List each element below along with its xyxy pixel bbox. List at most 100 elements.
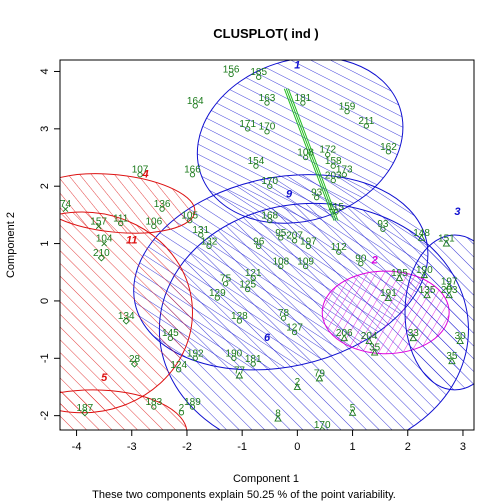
point-label: 124: [170, 360, 187, 371]
cluster-label-2: 2: [371, 255, 378, 267]
data-point: [333, 209, 339, 215]
data-point: [445, 282, 453, 290]
point-label: 173: [336, 165, 353, 176]
point-label: 203: [325, 170, 342, 181]
y-tick-label: 3: [39, 126, 51, 132]
point-label: 195: [391, 268, 408, 279]
data-point: [456, 337, 464, 345]
data-point: [228, 71, 234, 77]
y-tick-label: 1: [39, 241, 51, 247]
point-label: 181: [245, 354, 262, 365]
point-label: 157: [90, 216, 107, 227]
data-point: [264, 100, 270, 106]
point-label: 154: [248, 156, 265, 167]
point-label: 115: [328, 202, 344, 213]
point-label: 93: [311, 188, 323, 199]
x-tick-label: -4: [72, 441, 82, 453]
point-label: 168: [261, 211, 278, 222]
y-tick-label: -1: [39, 353, 51, 363]
cluster-connector: [285, 88, 337, 221]
data-point: [344, 108, 350, 115]
point-label: 204: [361, 331, 378, 342]
point-label: 96: [253, 236, 265, 247]
point-label: 189: [184, 397, 201, 408]
point-label: 134: [118, 311, 135, 322]
data-point: [315, 374, 324, 382]
data-point: [291, 329, 298, 336]
data-point: [250, 275, 256, 281]
data-point: [395, 274, 404, 281]
data-point: [97, 254, 106, 262]
chart-subtitle: These two components explain 50.25 % of …: [92, 489, 396, 501]
point-label: 93: [377, 219, 389, 230]
point-label: 127: [286, 322, 303, 333]
data-point: [302, 263, 309, 270]
data-point: [423, 291, 431, 299]
x-tick-label: 2: [405, 441, 411, 453]
point-label: 159: [339, 102, 356, 113]
x-tick-label: 1: [349, 441, 355, 453]
data-point: [253, 163, 259, 169]
point-label: 145: [162, 328, 179, 339]
data-point: [178, 410, 185, 416]
y-axis-label: Component 2: [5, 212, 17, 278]
point-label: 35: [446, 351, 458, 362]
point-label: 30: [455, 331, 467, 342]
cluster-label-11: 11: [126, 235, 137, 247]
data-point: [305, 243, 312, 250]
data-point: [151, 223, 157, 230]
point-label: 2: [295, 377, 301, 388]
point-label: 151: [438, 234, 455, 245]
point-label: 158: [325, 156, 342, 167]
data-point: [137, 172, 143, 178]
cluster-label-9: 9: [286, 189, 293, 201]
data-point: [330, 177, 336, 184]
data-point: [151, 404, 157, 410]
data-point: [198, 232, 204, 238]
y-tick-label: 4: [39, 68, 51, 74]
data-point: [417, 233, 426, 241]
cluster-ellipse-5: [60, 389, 188, 430]
point-label: 8: [275, 409, 281, 420]
point-label: 207: [286, 231, 303, 242]
point-label: 170: [259, 122, 276, 133]
cluster-ellipse-3: [404, 234, 474, 391]
x-axis: -4 -3 -2 -1 0 1 2 3: [72, 430, 466, 453]
point-label: 164: [187, 96, 204, 107]
point-label: 109: [297, 257, 314, 268]
x-tick-label: -3: [127, 441, 137, 453]
cluster-connector: [283, 88, 335, 221]
data-point: [267, 217, 273, 224]
data-point: [264, 129, 270, 135]
point-label: 170: [314, 420, 331, 431]
point-label: 197: [441, 277, 458, 288]
data-point: [445, 291, 453, 299]
data-point: [278, 263, 284, 270]
cluster-label-1: 1: [294, 60, 300, 72]
data-point: [122, 317, 130, 325]
data-point: [192, 355, 198, 361]
point-label: 129: [209, 288, 226, 299]
point-label: 79: [314, 368, 326, 379]
point-label: 148: [413, 228, 430, 239]
data-point: [293, 383, 302, 390]
data-point: [256, 243, 262, 250]
data-point: [385, 149, 392, 155]
point-label: 187: [76, 403, 93, 414]
data-point: [420, 271, 429, 279]
x-tick-label: 0: [294, 441, 300, 453]
point-label: 131: [192, 225, 209, 236]
data-point: [245, 126, 251, 132]
data-point: [95, 223, 102, 230]
data-point: [206, 243, 212, 250]
point-label: 162: [380, 142, 397, 153]
point-label: 2: [179, 403, 185, 414]
data-point: [341, 172, 347, 178]
point-label: 128: [231, 311, 248, 322]
y-tick-label: -2: [39, 411, 51, 421]
y-axis: -2 -1 0 1 2 3 4: [39, 68, 60, 421]
